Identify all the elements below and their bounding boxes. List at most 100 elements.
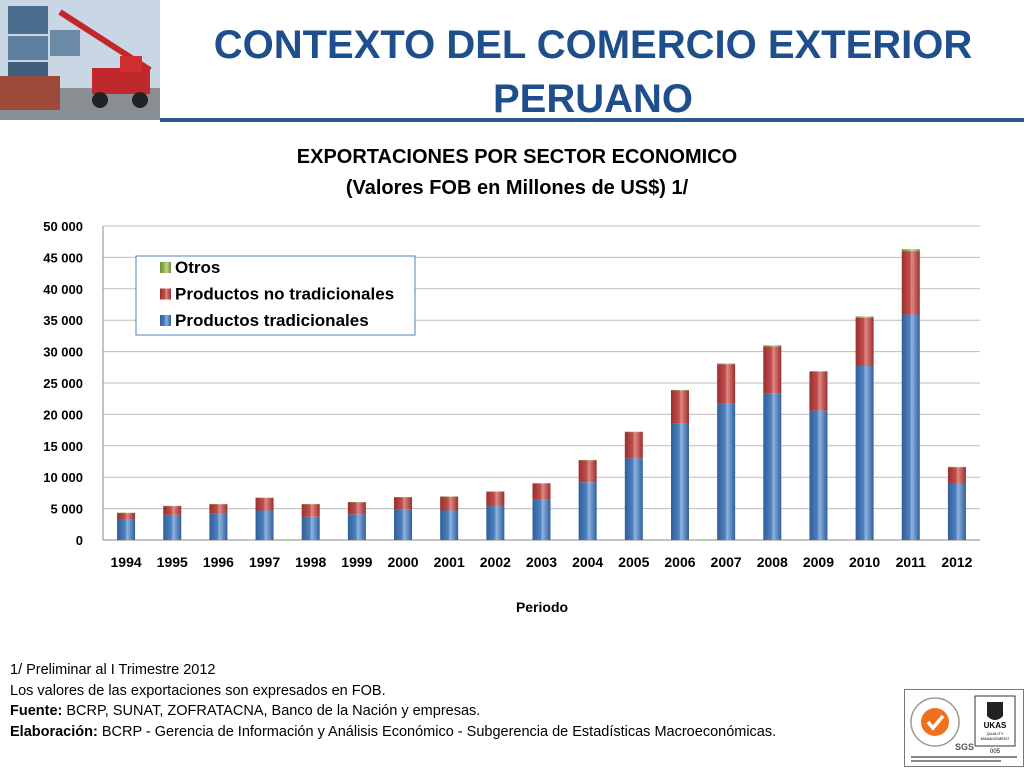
bar-productos-no-tradicionales-2009 (809, 371, 828, 411)
footnote-elaboration: Elaboración: BCRP - Gerencia de Informac… (10, 722, 776, 743)
bars (117, 249, 966, 540)
x-tick-label: 2002 (480, 554, 511, 570)
footnote-fob: Los valores de las exportaciones son exp… (10, 682, 386, 699)
bar-productos-no-tradicionales-2007 (717, 364, 736, 404)
legend-swatch (160, 262, 171, 273)
bar-otros-1997 (255, 497, 274, 499)
bar-productos-tradicionales-1998 (301, 516, 320, 540)
bar-otros-1996 (209, 503, 228, 505)
y-tick-label: 0 (76, 533, 83, 548)
bar-otros-2009 (809, 371, 828, 372)
header-photo (0, 0, 160, 120)
x-tick-label: 1996 (203, 554, 234, 570)
source-text: BCRP, SUNAT, ZOFRATACNA, Banco de la Nac… (62, 703, 481, 719)
bar-productos-no-tradicionales-1999 (347, 502, 366, 515)
bar-productos-tradicionales-2002 (486, 506, 505, 540)
x-tick-label: 2004 (572, 554, 603, 570)
source-label: Fuente: (10, 703, 63, 719)
bar-otros-1994 (117, 512, 136, 514)
bar-productos-tradicionales-2005 (624, 458, 643, 540)
legend-label: Productos tradicionales (175, 311, 369, 330)
x-tick-label: 2000 (387, 554, 418, 570)
bar-productos-no-tradicionales-2011 (901, 251, 920, 315)
footnotes: 1/ Preliminar al I Trimestre 2012 Los va… (10, 660, 776, 742)
elaboration-text: BCRP - Gerencia de Información y Análisi… (97, 723, 777, 740)
sgs-label: SGS (955, 742, 974, 752)
bar-otros-1999 (347, 502, 366, 503)
bar-productos-tradicionales-2000 (394, 509, 413, 540)
bar-productos-tradicionales-2001 (440, 510, 459, 540)
ukas-label: UKAS (984, 721, 1007, 730)
x-tick-label: 2005 (618, 554, 649, 570)
bar-otros-2006 (670, 389, 689, 391)
certification-logos: SGS UKAS QUALITY MANAGEMENT 005 (904, 689, 1024, 767)
bar-productos-tradicionales-2011 (901, 314, 920, 540)
bar-productos-tradicionales-2003 (532, 499, 551, 540)
footnote-source: Fuente: BCRP, SUNAT, ZOFRATACNA, Banco d… (10, 701, 776, 722)
legend-swatch (160, 288, 171, 300)
y-tick-label: 10 000 (43, 470, 83, 485)
y-tick-label: 45 000 (43, 250, 83, 265)
container-crane-image (0, 0, 160, 120)
y-tick-label: 30 000 (43, 345, 83, 360)
elaboration-label: Elaboración: (10, 723, 98, 740)
x-tick-label: 1995 (157, 554, 188, 570)
legend-swatch (160, 315, 171, 326)
exports-chart: EXPORTACIONES POR SECTOR ECONOMICO (Valo… (43, 146, 980, 615)
x-tick-label: 2010 (849, 554, 880, 570)
bar-productos-no-tradicionales-2000 (394, 497, 413, 510)
slide-title-line1: CONTEXTO DEL COMERCIO EXTERIOR (213, 23, 973, 67)
bar-otros-2002 (486, 491, 505, 492)
y-tick-label: 50 000 (43, 219, 83, 234)
x-tick-label: 1998 (295, 554, 326, 570)
bar-productos-no-tradicionales-2003 (532, 483, 551, 500)
x-tick-label: 1997 (249, 554, 280, 570)
x-tick-label: 2012 (941, 554, 972, 570)
bar-productos-tradicionales-2008 (763, 393, 782, 540)
x-tick-label: 2009 (803, 554, 834, 570)
bar-otros-2005 (624, 431, 643, 433)
bar-otros-2008 (763, 345, 782, 347)
y-tick-label: 40 000 (43, 282, 83, 297)
bar-productos-no-tradicionales-2001 (440, 496, 459, 511)
bar-otros-2000 (394, 496, 413, 498)
bar-productos-tradicionales-1997 (255, 510, 274, 540)
ukas-quality: QUALITY (986, 731, 1003, 736)
bar-otros-2011 (901, 249, 920, 252)
ukas-management: MANAGEMENT (981, 736, 1010, 741)
legend-box (135, 255, 416, 336)
x-tick-label: 2011 (896, 554, 927, 570)
chart-title-line1: EXPORTACIONES POR SECTOR ECONOMICO (297, 146, 737, 168)
ukas-code: 005 (990, 749, 1001, 755)
bar-productos-tradicionales-1994 (117, 519, 136, 540)
bar-productos-no-tradicionales-1995 (163, 506, 182, 515)
certification-seal-image: SGS UKAS QUALITY MANAGEMENT 005 (910, 695, 1017, 762)
bar-productos-tradicionales-2007 (717, 403, 736, 540)
bar-otros-1995 (163, 505, 182, 507)
x-axis-label: Periodo (516, 599, 568, 615)
x-tick-label: 2003 (526, 554, 557, 570)
y-tick-label: 20 000 (43, 407, 83, 422)
x-tick-label: 1999 (341, 554, 372, 570)
chart-title-line2: (Valores FOB en Millones de US$) 1/ (346, 177, 689, 199)
bar-productos-tradicionales-2012 (947, 483, 966, 540)
bar-productos-no-tradicionales-2006 (670, 390, 689, 424)
x-tick-label: 2001 (434, 554, 465, 570)
bar-otros-2010 (855, 316, 874, 318)
bar-productos-tradicionales-2006 (670, 423, 689, 540)
bar-productos-no-tradicionales-1997 (255, 497, 274, 511)
bar-productos-tradicionales-1999 (347, 514, 366, 540)
bar-productos-no-tradicionales-1994 (117, 512, 136, 520)
bar-productos-tradicionales-2004 (578, 482, 597, 540)
bar-otros-2007 (717, 363, 736, 365)
x-tick-label: 2008 (757, 554, 788, 570)
bar-productos-no-tradicionales-2004 (578, 460, 597, 483)
x-tick-label: 2006 (664, 554, 695, 570)
bar-otros-2012 (947, 466, 966, 468)
bar-productos-no-tradicionales-2010 (855, 317, 874, 367)
bar-otros-2001 (440, 496, 459, 497)
bar-productos-tradicionales-1996 (209, 513, 228, 540)
x-axis-ticks: 1994 1995 1996 1997 1998 1999 2000 2001 2002 2003… (111, 554, 973, 570)
bar-productos-no-tradicionales-2008 (763, 346, 782, 394)
footnote-preliminary: 1/ Preliminar al I Trimestre 2012 (10, 662, 216, 678)
